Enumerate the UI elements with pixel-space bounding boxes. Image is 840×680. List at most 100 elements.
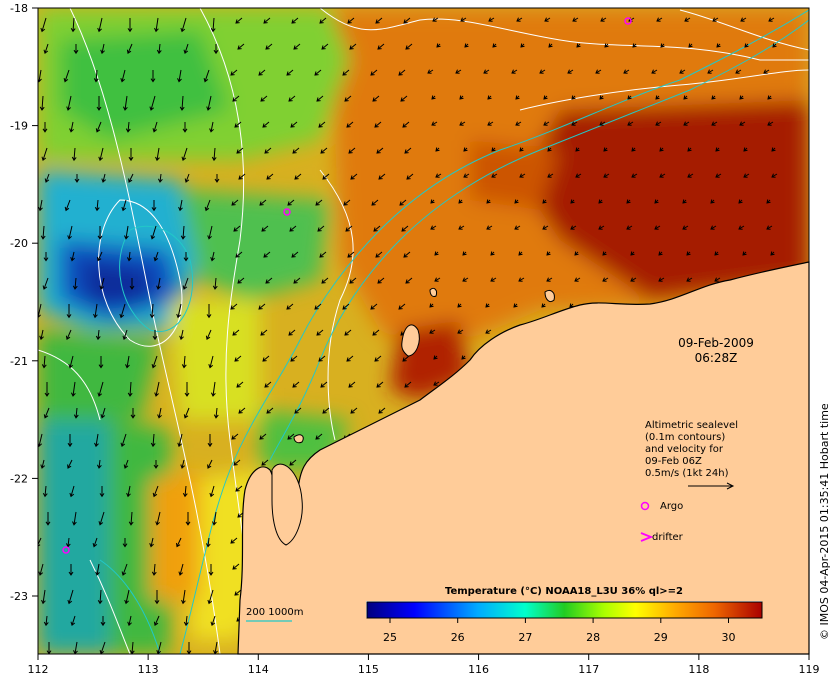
velocity-arrow xyxy=(463,147,468,152)
x-tick-label: 117 xyxy=(578,663,599,676)
velocity-arrow xyxy=(43,615,49,627)
velocity-arrow xyxy=(687,173,694,178)
velocity-arrow xyxy=(96,459,102,469)
y-tick-label: -19 xyxy=(10,120,28,133)
velocity-arrow xyxy=(153,460,159,469)
velocity-arrow xyxy=(687,147,692,152)
velocity-arrow xyxy=(402,121,410,128)
velocity-arrow xyxy=(266,407,274,414)
velocity-arrow xyxy=(39,95,45,111)
velocity-arrow xyxy=(398,303,406,310)
velocity-arrow xyxy=(207,434,213,448)
velocity-arrow xyxy=(715,147,720,152)
velocity-arrow xyxy=(483,69,490,74)
velocity-arrow xyxy=(211,147,217,162)
velocity-arrow xyxy=(151,200,157,212)
velocity-arrow xyxy=(157,407,162,419)
velocity-arrow xyxy=(292,381,300,388)
velocity-arrow xyxy=(294,173,302,180)
velocity-arrow xyxy=(487,121,494,126)
velocity-arrow xyxy=(288,95,296,102)
velocity-arrow xyxy=(180,459,186,469)
velocity-arrow xyxy=(232,95,240,102)
velocity-arrow xyxy=(735,69,742,74)
velocity-arrow xyxy=(177,69,182,83)
velocity-arrow xyxy=(127,615,132,627)
land-islet-3 xyxy=(293,434,304,444)
velocity-arrow xyxy=(347,17,355,24)
velocity-arrow xyxy=(377,277,385,284)
velocity-arrow xyxy=(316,95,324,102)
velocity-arrow xyxy=(149,303,155,319)
velocity-arrow xyxy=(130,408,136,419)
velocity-arrow xyxy=(234,121,242,128)
velocity-arrow xyxy=(350,407,358,414)
velocity-arrow xyxy=(69,121,74,133)
velocity-arrow xyxy=(405,277,413,284)
velocity-arrow xyxy=(237,43,245,50)
velocity-arrow xyxy=(511,69,518,74)
velocity-arrow xyxy=(179,95,185,111)
velocity-arrow xyxy=(486,199,491,204)
velocity-arrow xyxy=(738,199,743,204)
velocity-arrow xyxy=(152,330,158,341)
velocity-arrow xyxy=(40,17,47,33)
velocity-arrow xyxy=(711,95,716,100)
x-tick-label: 119 xyxy=(799,663,820,676)
velocity-arrow xyxy=(575,173,582,178)
velocity-arrow xyxy=(293,277,301,284)
velocity-arrow xyxy=(378,407,386,414)
velocity-arrow xyxy=(96,96,102,111)
velocity-arrow xyxy=(258,69,266,76)
x-tick-label: 112 xyxy=(28,663,49,676)
velocity-arrow xyxy=(67,434,73,448)
velocity-arrow xyxy=(67,459,73,469)
velocity-arrow xyxy=(490,251,495,256)
velocity-arrow xyxy=(265,43,273,50)
velocity-arrow xyxy=(99,486,105,498)
velocity-arrow xyxy=(95,329,101,341)
velocity-arrow xyxy=(343,199,351,206)
velocity-arrow xyxy=(122,538,128,548)
velocity-arrow xyxy=(234,589,242,596)
velocity-arrow xyxy=(97,226,103,240)
velocity-arrow xyxy=(462,251,467,256)
velocity-arrow xyxy=(485,329,492,334)
velocity-arrow xyxy=(261,459,269,466)
velocity-arrow xyxy=(404,381,412,388)
velocity-arrow xyxy=(459,121,466,126)
velocity-arrow xyxy=(766,199,771,204)
legend-line-1: Altimetric sealevel xyxy=(645,420,738,431)
drifter-legend-icon xyxy=(640,532,654,542)
velocity-arrow xyxy=(435,147,440,152)
velocity-arrow xyxy=(125,121,131,133)
velocity-arrow xyxy=(260,95,268,102)
velocity-arrow xyxy=(457,329,464,334)
velocity-arrow xyxy=(514,199,519,204)
velocity-arrow xyxy=(434,251,439,256)
velocity-arrow xyxy=(99,277,105,290)
velocity-arrow xyxy=(348,381,356,388)
velocity-arrow xyxy=(262,121,270,128)
velocity-arrow xyxy=(44,173,50,183)
velocity-arrow xyxy=(682,199,687,204)
velocity-arrow xyxy=(124,225,129,240)
velocity-arrow xyxy=(150,70,156,83)
velocity-arrow xyxy=(156,277,161,290)
velocity-arrow xyxy=(541,303,546,308)
velocity-arrow xyxy=(237,277,245,284)
velocity-arrow xyxy=(658,251,663,256)
velocity-arrow xyxy=(429,303,434,308)
velocity-arrow xyxy=(429,329,436,334)
velocity-arrow xyxy=(546,277,553,282)
velocity-arrow xyxy=(68,564,74,576)
velocity-arrow xyxy=(544,17,551,22)
velocity-arrow xyxy=(236,381,244,388)
velocity-arrow xyxy=(460,17,467,22)
velocity-arrow xyxy=(319,251,327,258)
velocity-arrow xyxy=(128,148,134,162)
velocity-arrow xyxy=(39,329,44,341)
velocity-arrow xyxy=(258,303,266,310)
velocity-arrow xyxy=(206,304,212,319)
velocity-arrow xyxy=(375,251,383,258)
